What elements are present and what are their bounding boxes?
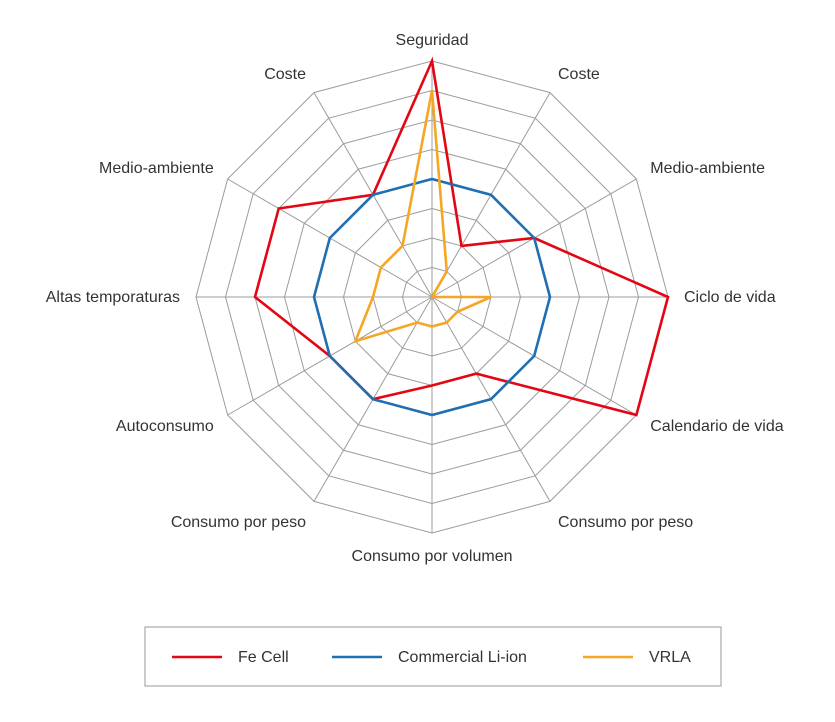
axis-label-consumo-por-peso: Consumo por peso xyxy=(171,514,306,531)
axis-label-ciclo-de-vida: Ciclo de vida xyxy=(684,289,776,306)
axis-label-medio-ambiente: Medio-ambiente xyxy=(99,160,214,177)
legend-label-fe-cell: Fe Cell xyxy=(238,649,289,666)
axis-label-seguridad: Seguridad xyxy=(396,32,469,49)
axis-label-consumo-por-peso: Consumo por peso xyxy=(558,514,693,531)
series-vrla xyxy=(353,90,492,344)
series-fe-cell xyxy=(253,56,670,417)
axis-label-autoconsumo: Autoconsumo xyxy=(116,418,214,435)
axis-labels: Seguridad Coste Medio-ambiente Ciclo de vid… xyxy=(46,32,784,565)
legend: Fe Cell Commercial Li-ion VRLA xyxy=(144,626,722,687)
axis-label-altas-temporaturas: Altas temporaturas xyxy=(46,289,180,306)
axis-label-calendario-de-vida: Calendario de vida xyxy=(650,418,784,435)
axis-label-consumo-por-volumen: Consumo por volumen xyxy=(352,548,513,565)
legend-label-vrla: VRLA xyxy=(649,649,691,666)
axis-label-medio-ambiente: Medio-ambiente xyxy=(650,160,765,177)
axis-label-coste: Coste xyxy=(558,66,600,83)
series-layer xyxy=(253,56,670,417)
legend-label-commercial-li-ion: Commercial Li-ion xyxy=(398,649,527,666)
series-commercial-li-ion xyxy=(312,177,552,417)
axis-label-coste: Coste xyxy=(264,66,306,83)
